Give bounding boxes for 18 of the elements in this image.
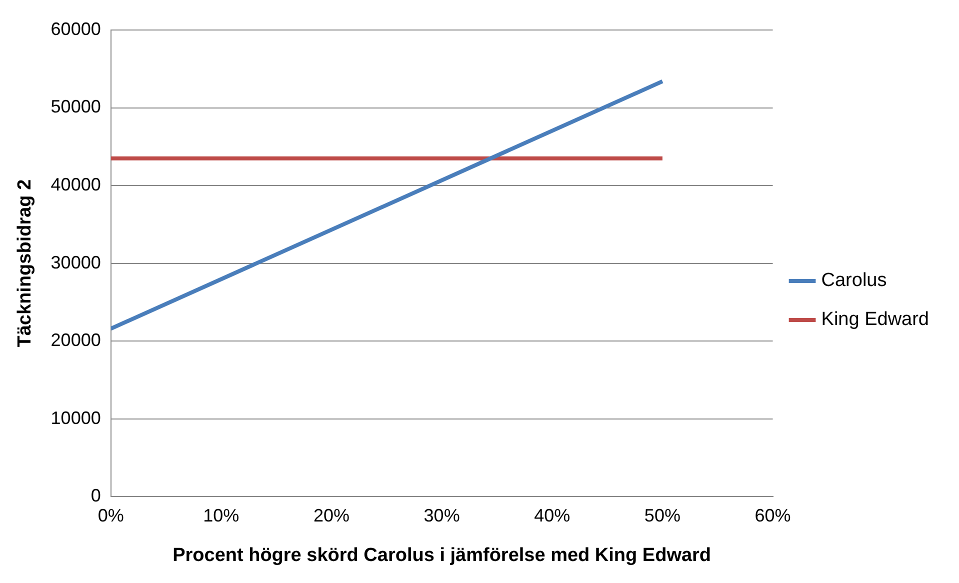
- x-tick-label: 30%: [424, 505, 460, 526]
- x-tick-label: 40%: [534, 505, 570, 526]
- x-tick-label: 0%: [98, 505, 124, 526]
- y-tick-label: 60000: [50, 18, 101, 39]
- legend-label: King Edward: [821, 309, 930, 330]
- legend-label: Carolus: [821, 270, 887, 292]
- y-tick-label: 20000: [50, 330, 101, 350]
- y-tick-label: 30000: [50, 252, 101, 272]
- y-tick-label: 50000: [50, 96, 101, 117]
- y-tick-label: 0: [90, 486, 101, 506]
- y-tick-label: 10000: [50, 408, 101, 428]
- y-axis-title: Täckningsbidrag 2: [14, 179, 36, 348]
- x-tick-label: 60%: [754, 505, 791, 526]
- x-tick-label: 50%: [644, 505, 680, 526]
- x-axis-title: Procent högre skörd Carolus i jämförelse med King Edward: [172, 544, 712, 566]
- y-tick-label: 40000: [50, 174, 101, 194]
- x-tick-label: 20%: [313, 505, 350, 526]
- x-tick-label: 10%: [203, 505, 240, 526]
